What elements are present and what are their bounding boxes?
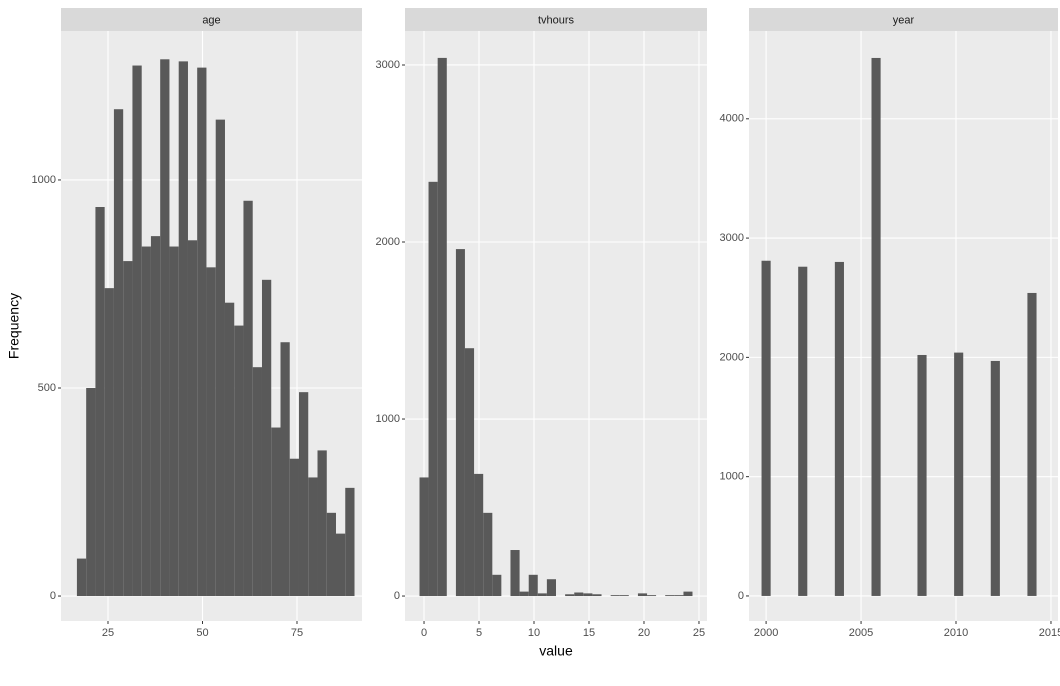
bar [761,260,771,596]
bar [834,261,844,596]
bar [674,595,684,597]
bar [619,595,629,597]
x-tick-label: 50 [196,627,208,639]
x-tick-label: 25 [102,627,114,639]
bar [798,266,808,596]
x-tick-label: 2015 [1039,627,1060,639]
x-tick-label: 20 [638,627,650,639]
bar [537,593,547,597]
y-tick-label: 2000 [376,236,400,248]
bar [528,574,538,597]
bar [206,267,216,597]
strip-label: tvhours [538,14,575,26]
bar [215,119,225,597]
bar [437,57,447,597]
x-tick-label: 2000 [754,627,778,639]
bar [280,342,290,597]
panel [749,31,1058,621]
x-tick-label: 0 [421,627,427,639]
bar [574,592,584,597]
strip [61,8,362,31]
y-tick-label: 1000 [376,413,400,425]
bar [519,591,529,597]
bar [123,261,133,597]
bar [510,550,520,597]
bar [954,352,964,596]
y-tick-label: 500 [38,382,56,394]
bar [455,249,465,597]
bar [647,595,657,597]
bar [150,236,161,597]
bar [113,109,124,597]
bar [428,181,438,597]
bar [298,392,309,597]
bar [917,354,927,596]
bar [317,450,327,597]
bar [289,458,299,597]
y-tick-label: 1000 [32,174,56,186]
bar [546,579,556,597]
y-tick-label: 0 [50,590,56,602]
bar [474,473,484,597]
y-tick-label: 0 [394,590,400,602]
y-tick-label: 3000 [720,232,744,244]
strip-label: year [893,14,915,26]
bar [419,477,429,597]
bar [271,427,281,597]
bar [141,246,151,597]
bar [326,512,336,597]
bar [483,512,493,597]
bar [104,288,114,597]
bar [683,591,693,597]
bar [583,593,593,597]
x-tick-label: 2010 [944,627,968,639]
bar [169,246,179,597]
bar [95,207,105,597]
bar [871,57,881,596]
x-axis-title: value [539,643,573,659]
x-tick-label: 25 [693,627,705,639]
bar [261,279,272,597]
bar [345,487,355,597]
x-tick-label: 15 [583,627,595,639]
x-tick-label: 75 [291,627,303,639]
bar [252,367,262,597]
y-tick-label: 1000 [720,471,744,483]
bar [637,593,648,597]
bar [234,325,244,597]
bar [1027,292,1037,596]
bar [335,533,346,597]
y-tick-label: 3000 [376,59,400,71]
bar [132,65,142,597]
bar [76,558,87,597]
bar [197,67,207,597]
bar [187,240,198,597]
y-tick-label: 0 [738,590,744,602]
strip-label: age [202,14,220,26]
bar [160,59,170,597]
bar [990,360,1000,596]
y-axis-title: Frequency [6,293,22,359]
bar [592,594,602,597]
bar [178,61,188,597]
strip [405,8,707,31]
bar [492,574,502,597]
x-tick-label: 5 [476,627,482,639]
panel [405,31,707,621]
bar [464,348,475,597]
bar [665,595,675,597]
x-tick-label: 10 [528,627,540,639]
bar [308,477,318,597]
y-tick-label: 2000 [720,351,744,363]
bar [243,200,253,597]
bar [565,594,575,597]
bar [610,595,620,597]
strip [749,8,1058,31]
bar [86,387,96,597]
bar [224,302,235,597]
x-tick-label: 2005 [849,627,873,639]
y-tick-label: 4000 [720,113,744,125]
